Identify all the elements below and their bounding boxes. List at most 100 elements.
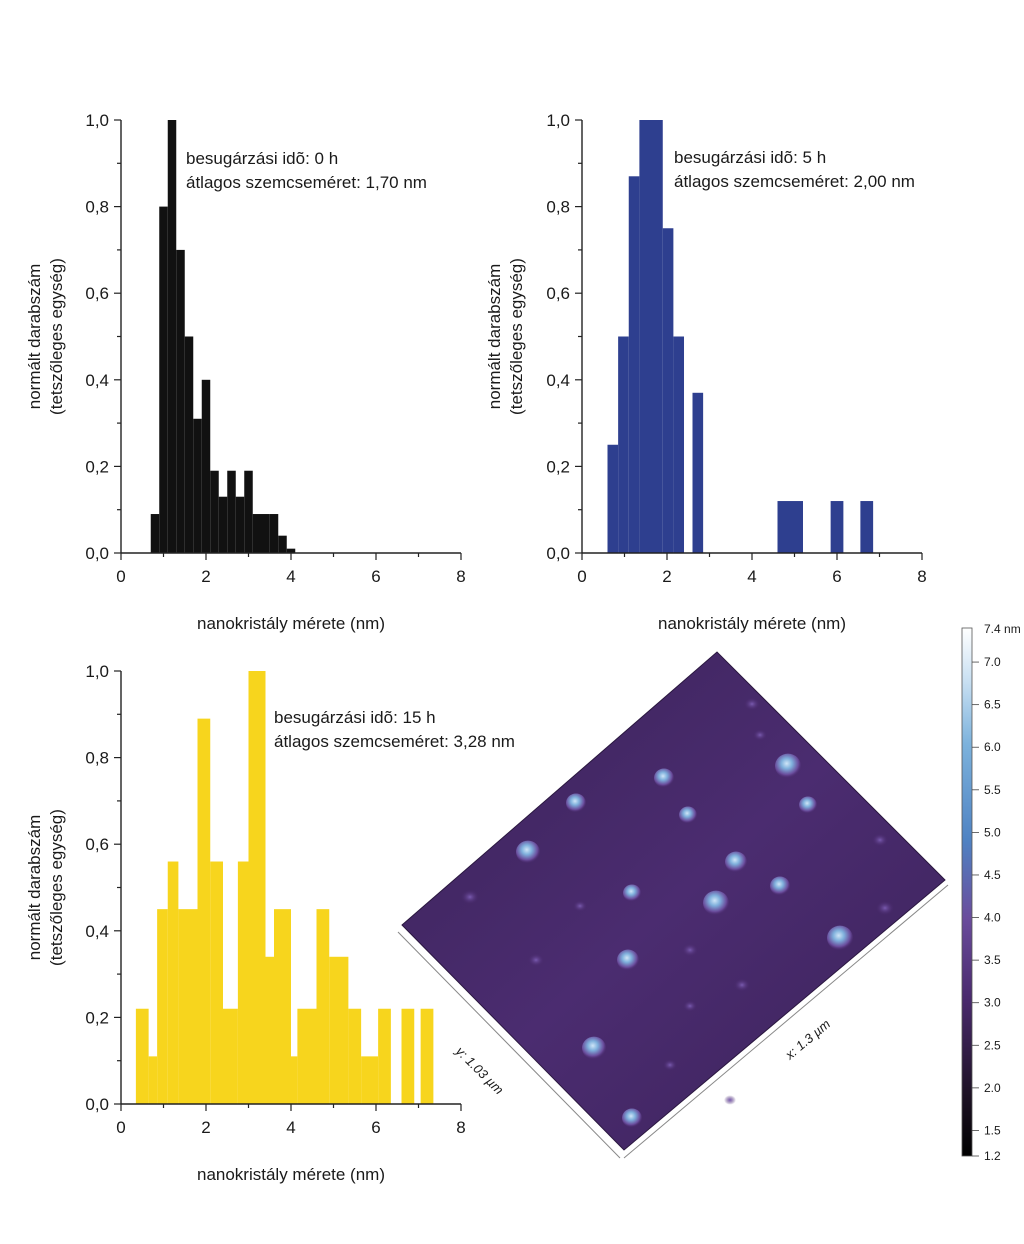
colorbar-tick-label: 7.0 — [984, 655, 1001, 669]
x-axis-title: nanokristály mérete (nm) — [658, 614, 846, 633]
colorbar-tick-label: 6.0 — [984, 740, 1001, 754]
colorbar-top-label: 7.4 nm — [984, 622, 1021, 636]
afm-x-axis-line — [623, 884, 949, 1159]
y-tick-label: 0,2 — [85, 457, 109, 476]
histogram-bar — [348, 1008, 362, 1104]
x-tick-label: 0 — [116, 567, 125, 586]
histogram-bar — [329, 956, 349, 1104]
histogram-bar — [244, 470, 253, 553]
y-axis-title-line1: normált darabszám — [25, 264, 44, 410]
histogram-bar — [297, 1008, 317, 1104]
colorbar-tick-label: 6.5 — [984, 698, 1001, 712]
y-tick-label: 0,2 — [85, 1008, 109, 1027]
histogram-bar — [286, 548, 296, 553]
histogram-bar — [197, 718, 211, 1104]
histogram-bar — [265, 956, 274, 1104]
afm-surface-image: x: 1.3 µm y: 1.03 µm — [397, 651, 949, 1159]
y-tick-label: 1,0 — [85, 662, 109, 681]
afm-small-bump — [663, 1059, 677, 1071]
histogram-bar — [607, 444, 619, 553]
histogram-bar — [673, 336, 685, 553]
histogram-bar — [830, 501, 844, 553]
mean-grain-size-annotation: átlagos szemcseméret: 3,28 nm — [274, 732, 515, 751]
y-axis-title-line2: (tetszőleges egység) — [507, 258, 526, 415]
x-tick-label: 0 — [116, 1118, 125, 1137]
colorbar-tick-label: 4.0 — [984, 911, 1001, 925]
y-tick-label: 0,0 — [85, 544, 109, 563]
histogram-panel-5h: 0,0 0,2 0,4 0,6 0,8 1,0 0 2 4 6 8 nanokristály mére… — [485, 111, 927, 633]
x-tick-label: 0 — [577, 567, 586, 586]
y-axis-title-line2: (tetszőleges egység) — [47, 258, 66, 415]
y-tick-label: 1,0 — [546, 111, 570, 130]
x-tick-label: 2 — [201, 1118, 210, 1137]
mean-grain-size-annotation: átlagos szemcseméret: 2,00 nm — [674, 172, 915, 191]
afm-nanocrystal-peak — [775, 753, 801, 779]
histogram-bar — [167, 861, 179, 1104]
histogram-bar — [150, 514, 160, 553]
x-tick-label: 8 — [456, 567, 465, 586]
y-tick-label: 0,4 — [85, 371, 109, 390]
x-axis-title: nanokristály mérete (nm) — [197, 614, 385, 633]
afm-small-bump — [744, 697, 760, 711]
afm-nanocrystal-peak — [516, 840, 540, 864]
histogram-bar — [248, 671, 266, 1104]
histogram-bar — [639, 120, 663, 553]
y-tick-label: 0,8 — [546, 198, 570, 217]
afm-surface — [402, 652, 945, 1150]
afm-nanocrystal-peak — [770, 876, 790, 896]
y-tick-label: 0,6 — [85, 835, 109, 854]
afm-y-axis-line — [397, 931, 621, 1159]
afm-nanocrystal-peak — [679, 806, 697, 824]
histogram-bar — [692, 392, 704, 553]
x-tick-label: 4 — [286, 1118, 295, 1137]
y-axis-title-line1: normált darabszám — [485, 264, 504, 410]
afm-nanocrystal-peak — [703, 890, 729, 916]
afm-nanocrystal-peak — [617, 949, 639, 971]
afm-nanocrystal-peak — [622, 1108, 642, 1128]
y-tick-label: 1,0 — [85, 111, 109, 130]
afm-nanocrystal-peak — [654, 768, 674, 788]
afm-nanocrystal-peak — [566, 793, 586, 813]
histogram-bar — [210, 470, 219, 553]
mean-grain-size-annotation: átlagos szemcseméret: 1,70 nm — [186, 173, 427, 192]
histogram-bar — [210, 861, 223, 1104]
y-tick-label: 0,4 — [85, 922, 109, 941]
x-tick-label: 8 — [917, 567, 926, 586]
histogram-bar — [316, 909, 330, 1104]
afm-nanocrystal-peak — [799, 796, 817, 814]
histogram-bar — [223, 1008, 238, 1104]
afm-small-bump — [734, 978, 750, 992]
histogram-bar — [662, 228, 674, 553]
irradiation-time-annotation: besugárzási idõ: 15 h — [274, 708, 436, 727]
y-tick-label: 0,8 — [85, 749, 109, 768]
colorbar-tick-label: 5.5 — [984, 783, 1001, 797]
irradiation-time-annotation: besugárzási idõ: 0 h — [186, 149, 338, 168]
x-tick-label: 6 — [371, 567, 380, 586]
afm-x-axis-label: x: 1.3 µm — [782, 1016, 834, 1063]
afm-small-bump — [461, 889, 479, 905]
y-tick-label: 0,0 — [546, 544, 570, 563]
afm-y-axis-label: y: 1.03 µm — [452, 1043, 507, 1098]
histogram-bar — [269, 514, 279, 553]
x-tick-label: 8 — [456, 1118, 465, 1137]
colorbar-tick-label: 4.5 — [984, 868, 1001, 882]
histogram-bar — [135, 1008, 149, 1104]
histogram-bar — [167, 120, 177, 553]
afm-small-bump — [683, 1000, 697, 1012]
afm-peaks — [461, 697, 894, 1128]
afm-surface-edge — [401, 651, 946, 1151]
colorbar-ticks: 7.0 6.5 6.0 5.5 5.0 4.5 4.0 3.5 3.0 2.5 2.0 1.5 1.2 — [972, 655, 1001, 1163]
y-axis-title-line1: normált darabszám — [25, 815, 44, 961]
irradiation-time-annotation: besugárzási idõ: 5 h — [674, 148, 826, 167]
y-tick-label: 0,6 — [546, 284, 570, 303]
histogram-bar — [193, 418, 202, 553]
histogram-bar — [252, 514, 270, 553]
colorbar-tick-label: 1.2 — [984, 1149, 1001, 1163]
y-tick-label: 0,4 — [546, 371, 570, 390]
histogram-bar — [157, 909, 168, 1104]
afm-nanocrystal-peak — [827, 925, 853, 951]
histogram-bar — [860, 501, 874, 553]
y-tick-label: 0,8 — [85, 198, 109, 217]
